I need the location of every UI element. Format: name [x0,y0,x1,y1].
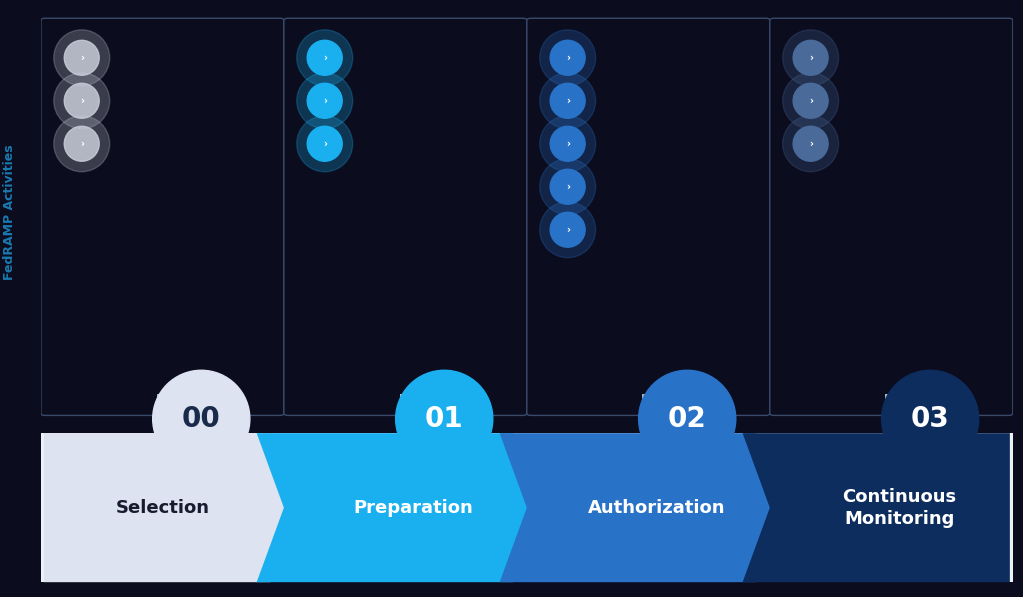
Ellipse shape [396,370,493,467]
FancyBboxPatch shape [527,19,770,416]
Polygon shape [44,433,298,582]
Text: ›: › [808,96,812,106]
Text: ›: › [80,96,84,106]
Text: FedRAMP Activities: FedRAMP Activities [3,144,16,281]
Text: ›: › [808,53,812,63]
Polygon shape [499,433,784,582]
Text: ›: › [80,53,84,63]
Ellipse shape [783,30,839,86]
Ellipse shape [886,409,897,420]
Text: ›: › [808,139,812,149]
Text: 02: 02 [668,405,707,433]
FancyBboxPatch shape [400,394,411,426]
Ellipse shape [307,126,342,161]
Ellipse shape [540,202,595,258]
Ellipse shape [550,83,585,118]
FancyBboxPatch shape [41,19,283,416]
Ellipse shape [793,40,829,75]
Ellipse shape [307,40,342,75]
Text: ›: › [322,139,326,149]
FancyBboxPatch shape [41,433,1013,582]
Text: ›: › [322,53,326,63]
FancyBboxPatch shape [770,19,1013,416]
Text: ›: › [566,139,570,149]
Text: 03: 03 [910,405,949,433]
Ellipse shape [64,126,99,161]
Text: ›: › [566,96,570,106]
Text: Authorization: Authorization [588,498,725,516]
Ellipse shape [297,73,353,129]
Ellipse shape [54,30,109,86]
Ellipse shape [550,40,585,75]
Ellipse shape [540,116,595,172]
Text: ›: › [566,53,570,63]
Ellipse shape [550,169,585,204]
Text: Preparation: Preparation [354,498,474,516]
Ellipse shape [54,73,109,129]
Ellipse shape [54,116,109,172]
FancyBboxPatch shape [886,394,897,426]
Ellipse shape [64,40,99,75]
Ellipse shape [793,126,829,161]
Ellipse shape [783,116,839,172]
FancyBboxPatch shape [283,19,527,416]
Ellipse shape [886,399,897,411]
Text: 00: 00 [182,405,221,433]
FancyBboxPatch shape [642,394,654,426]
Ellipse shape [783,73,839,129]
Ellipse shape [64,83,99,118]
Ellipse shape [550,212,585,247]
Ellipse shape [540,73,595,129]
Polygon shape [743,433,1010,582]
Text: ›: › [566,224,570,235]
Ellipse shape [307,83,342,118]
Text: Selection: Selection [116,498,210,516]
Ellipse shape [642,399,654,411]
Ellipse shape [400,409,411,420]
Ellipse shape [793,83,829,118]
Text: Continuous
Monitoring: Continuous Monitoring [842,488,957,528]
Text: ›: › [566,181,570,192]
Ellipse shape [152,370,250,467]
Text: 01: 01 [425,405,463,433]
Ellipse shape [297,116,353,172]
Ellipse shape [882,370,979,467]
Ellipse shape [550,126,585,161]
Ellipse shape [540,159,595,215]
Text: ›: › [80,139,84,149]
Ellipse shape [638,370,736,467]
Ellipse shape [400,399,411,411]
Ellipse shape [540,30,595,86]
Polygon shape [257,433,540,582]
Text: ›: › [322,96,326,106]
Ellipse shape [642,409,654,420]
Ellipse shape [297,30,353,86]
FancyBboxPatch shape [157,394,168,426]
